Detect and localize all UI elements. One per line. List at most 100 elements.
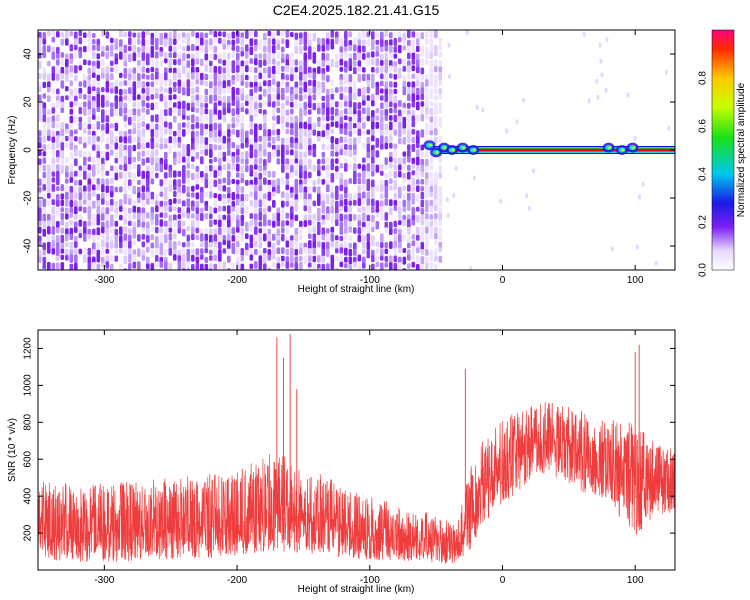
spectrogram-cell — [150, 219, 155, 225]
spectrogram-cell — [434, 192, 438, 201]
spectrogram-cell — [276, 212, 281, 222]
spectrogram-cell — [303, 247, 308, 254]
spectrogram-cell — [362, 241, 366, 249]
spectrogram-cell — [195, 256, 200, 264]
spectrogram-cell — [281, 255, 285, 262]
spectrogram-cell — [114, 95, 119, 103]
spectrogram-cell — [132, 136, 137, 143]
spectrogram-cell — [168, 79, 173, 87]
spectrogram-cell — [186, 212, 191, 219]
spectrogram-cell — [438, 80, 443, 86]
spectrogram-cell — [398, 44, 402, 54]
spectrogram-cell — [299, 171, 303, 179]
spectrogram-cell — [294, 227, 299, 236]
spectrogram-cell — [146, 170, 150, 180]
spectrogram-cell — [380, 170, 384, 176]
spectrogram-cell — [51, 130, 56, 137]
spectrogram-cell — [240, 142, 245, 149]
spectrogram-cell — [321, 207, 326, 214]
spectrogram-cell — [123, 185, 128, 194]
spectrogram-cell — [92, 100, 96, 109]
spectrogram-cell — [155, 261, 159, 269]
spectrogram-cell — [384, 88, 389, 96]
spectrogram-cell — [416, 38, 420, 46]
spectrogram-cell — [267, 233, 272, 242]
spectrogram-cell — [195, 192, 200, 200]
spectrogram-cell — [362, 30, 366, 39]
spectrogram-cell — [285, 261, 290, 269]
spectrogram-cell — [393, 184, 398, 191]
spectrogram-cell — [236, 172, 240, 178]
spectrogram-cell — [411, 193, 416, 200]
spectrogram-cell — [258, 191, 263, 201]
spectrogram-cell — [173, 94, 177, 100]
spectrogram-cell — [146, 198, 150, 205]
spectrogram-cell — [168, 128, 173, 135]
spectrogram-cell — [200, 254, 204, 260]
spectrogram-cell — [240, 93, 245, 101]
spectrogram-cell — [123, 67, 128, 74]
spectrogram-cell — [141, 221, 146, 228]
spectrogram-cell — [429, 226, 434, 234]
spectrogram-cell — [123, 226, 128, 233]
spectrogram-cell — [231, 116, 236, 123]
spectrogram-cell — [56, 170, 60, 180]
spectrogram-cell — [227, 32, 231, 40]
spectrogram-cell — [155, 51, 159, 59]
spectrogram-cell — [599, 58, 603, 64]
spectrogram-cell — [186, 163, 191, 169]
spectrogram-cell — [177, 101, 182, 109]
spectrogram-cell — [141, 185, 146, 193]
spectrogram-cell — [321, 219, 326, 225]
spectrogram-cell — [74, 136, 78, 142]
spectrogram-cell — [425, 184, 429, 193]
spectrogram-cell — [164, 87, 168, 93]
spectrogram-cell — [231, 192, 236, 201]
spectrogram-cell — [173, 157, 177, 166]
spectrogram-cell — [231, 248, 236, 255]
spectrogram-cell — [182, 37, 186, 43]
spectrogram-cell — [218, 86, 222, 96]
spectrogram-cell — [348, 248, 353, 257]
spectrogram-cell — [335, 37, 339, 45]
spectrogram-cell — [56, 88, 60, 95]
spectrogram-cell — [168, 199, 173, 206]
spectrogram-cell — [38, 269, 41, 270]
spectrogram-cell — [123, 31, 128, 37]
spectrogram-cell — [114, 142, 119, 150]
spectrogram-cell — [294, 199, 299, 208]
spectrogram-cell — [434, 121, 438, 131]
spectrogram-cell — [146, 212, 150, 219]
spectrogram-cell — [362, 122, 366, 129]
spectrogram-cell — [164, 261, 168, 270]
spectrogram-cell — [110, 123, 114, 129]
spectrogram-cell — [213, 94, 218, 102]
spectrogram-cell — [258, 94, 263, 101]
spectrogram-cell — [420, 93, 425, 100]
spectrogram-cell — [87, 156, 92, 162]
spectrogram-cell — [330, 100, 335, 109]
spectrogram-cell — [200, 102, 204, 109]
spectrogram-cell — [195, 184, 200, 190]
spectrogram-cell — [74, 74, 78, 82]
spectrogram-cell — [281, 93, 285, 101]
spectrogram-cell — [263, 227, 267, 234]
spectrogram-cell — [213, 157, 218, 163]
spectrogram-cell — [330, 107, 335, 115]
spectrogram-cell — [231, 262, 236, 270]
spectrogram-cell — [65, 184, 69, 192]
spectrogram-cell — [191, 226, 195, 234]
spectrogram-cell — [402, 116, 407, 124]
spectrogram-cell — [236, 163, 240, 172]
spectrogram-cell — [83, 101, 87, 108]
spectrogram-cell — [96, 107, 101, 113]
spectrogram-cell — [254, 185, 258, 194]
spectrogram-cell — [303, 52, 308, 62]
spectrogram-cell — [132, 52, 137, 62]
spectrogram-cell — [321, 227, 326, 237]
spectrogram-cell — [434, 128, 438, 136]
spectrogram-cell — [249, 46, 254, 56]
spectrogram-cell — [416, 156, 420, 166]
spectrogram-cell — [317, 213, 321, 222]
spectrogram-cell — [164, 186, 168, 194]
